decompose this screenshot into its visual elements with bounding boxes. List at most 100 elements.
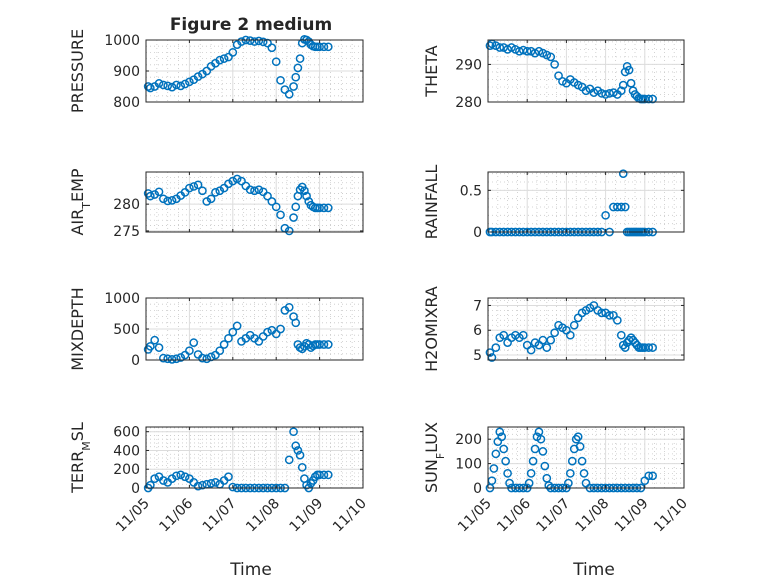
data-point bbox=[648, 343, 657, 352]
data-point bbox=[648, 471, 657, 481]
data-point bbox=[219, 54, 229, 63]
axes-box bbox=[487, 39, 685, 103]
data-point bbox=[564, 478, 573, 488]
data-point bbox=[485, 41, 495, 50]
data-point bbox=[284, 302, 294, 312]
data-point bbox=[569, 320, 579, 330]
y-tick-label: 200 bbox=[113, 462, 140, 478]
y-tick-label: 0 bbox=[131, 481, 140, 497]
data-point bbox=[145, 191, 155, 201]
y-tick-label: 1000 bbox=[104, 33, 140, 49]
data-point bbox=[579, 469, 589, 478]
y-axis-label: H2OMIXRA bbox=[422, 286, 441, 372]
data-point bbox=[542, 343, 552, 352]
data-point bbox=[297, 463, 307, 472]
data-point bbox=[597, 308, 607, 318]
x-tick-label: 11/06 bbox=[156, 495, 196, 535]
data-point bbox=[546, 52, 556, 62]
data-point bbox=[167, 196, 177, 205]
axes-box bbox=[487, 297, 685, 361]
data-point bbox=[495, 43, 505, 52]
subplot-1: 800 900 1000 PRESSURE bbox=[68, 29, 364, 113]
plot-area bbox=[146, 172, 363, 232]
data-point bbox=[319, 340, 329, 349]
y-axis-label: TERRMSL bbox=[68, 422, 93, 494]
data-point bbox=[154, 187, 164, 197]
data-point bbox=[228, 48, 238, 57]
data-point bbox=[616, 86, 626, 96]
data-point bbox=[295, 450, 305, 460]
x-tick-label: 11/10 bbox=[330, 496, 370, 536]
data-point bbox=[206, 478, 216, 488]
y-tick-label: 7 bbox=[473, 298, 482, 314]
data-point bbox=[297, 344, 307, 354]
data-point bbox=[193, 180, 203, 190]
data-point bbox=[291, 72, 301, 82]
x-tick-label: 11/05 bbox=[113, 496, 153, 536]
subplot-2: 280 290 THETA bbox=[422, 39, 685, 111]
x-axis-label-left: Time bbox=[229, 560, 272, 580]
figure-title: Figure 2 medium bbox=[170, 15, 332, 35]
data-point bbox=[624, 65, 634, 75]
data-point bbox=[601, 210, 610, 220]
data-point bbox=[145, 342, 155, 351]
data-point bbox=[245, 185, 255, 195]
y-tick-label: 500 bbox=[113, 322, 140, 338]
data-point bbox=[289, 82, 298, 91]
data-point bbox=[176, 81, 186, 91]
data-point bbox=[232, 174, 242, 184]
y-axis-label: RAINFALL bbox=[422, 165, 441, 240]
data-point bbox=[499, 444, 509, 454]
data-point bbox=[215, 186, 225, 196]
data-point bbox=[323, 203, 333, 213]
data-point bbox=[211, 478, 220, 487]
data-point bbox=[291, 318, 301, 328]
x-tick-label: 11/07 bbox=[200, 496, 240, 536]
data-point bbox=[319, 203, 329, 213]
subplot-5: 0 500 1000 MIXDEPTH bbox=[68, 287, 364, 371]
data-point bbox=[228, 327, 238, 337]
data-point bbox=[571, 434, 581, 444]
data-point bbox=[526, 345, 536, 355]
data-point bbox=[267, 43, 277, 53]
data-point bbox=[289, 427, 298, 437]
data-point bbox=[323, 470, 333, 480]
data-point bbox=[550, 328, 559, 338]
axes-box bbox=[145, 171, 364, 233]
data-point bbox=[245, 36, 255, 45]
data-point bbox=[211, 188, 220, 197]
data-point bbox=[524, 478, 534, 488]
data-point bbox=[280, 85, 290, 94]
data-point bbox=[167, 355, 177, 364]
x-tick-label: 11/10 bbox=[651, 496, 691, 536]
data-point bbox=[163, 196, 173, 206]
data-point bbox=[198, 186, 207, 196]
y-tick-label: 0.5 bbox=[460, 183, 482, 199]
data-point bbox=[150, 474, 160, 483]
data-point bbox=[206, 194, 216, 204]
y-axis-label: PRESSURE bbox=[68, 29, 87, 113]
data-point bbox=[284, 226, 294, 236]
data-point bbox=[185, 346, 194, 356]
data-point bbox=[605, 89, 614, 98]
data-point bbox=[254, 337, 264, 346]
data-point bbox=[528, 456, 538, 466]
y-tick-label: 290 bbox=[455, 57, 482, 73]
y-axis-label: MIXDEPTH bbox=[68, 287, 87, 370]
subplot-7: 0 200 400 600 11/05 11/06 11/07 11/08 11/09 11/10… bbox=[68, 422, 370, 535]
data-point bbox=[546, 335, 556, 345]
x-tick-label: 11/07 bbox=[533, 496, 573, 536]
subplot-3: 275 280 AIRTEMP bbox=[68, 168, 364, 240]
data-point bbox=[499, 330, 509, 340]
data-point bbox=[263, 191, 272, 201]
data-point bbox=[176, 470, 186, 480]
x-tick-label: 11/08 bbox=[243, 496, 283, 536]
data-point bbox=[202, 66, 212, 76]
y-axis-label: AIRTEMP bbox=[68, 168, 93, 235]
data-point bbox=[263, 327, 272, 337]
data-point bbox=[626, 78, 636, 88]
data-point bbox=[150, 335, 160, 345]
y-tick-label: 275 bbox=[113, 224, 140, 240]
data-point bbox=[489, 464, 499, 473]
data-point bbox=[258, 37, 268, 47]
